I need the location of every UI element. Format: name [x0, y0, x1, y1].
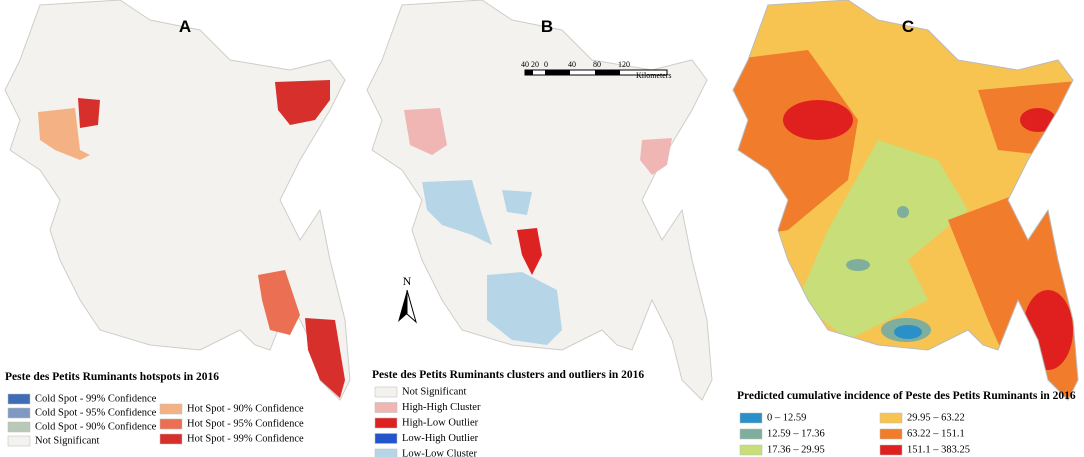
- legend-swatch: [879, 444, 903, 456]
- scale-tick: 40: [568, 60, 576, 69]
- hotspot-90: [38, 108, 90, 160]
- legend-item: High-Low Outlier: [402, 417, 479, 428]
- scale-tick: 80: [593, 60, 601, 69]
- high-high-cluster: [640, 138, 672, 175]
- legend-item: Not Significant: [35, 435, 100, 446]
- legend-item: Cold Spot - 95% Confidence: [35, 407, 157, 418]
- high-low-outlier: [517, 228, 542, 275]
- scale-bar: [524, 69, 668, 76]
- map-c: [732, 0, 1079, 401]
- legend-swatch: [739, 428, 763, 440]
- scale-tick: 20: [531, 60, 539, 69]
- legend-swatch: [739, 412, 763, 424]
- legend-item: Low-High Outlier: [402, 433, 479, 444]
- panel-label: C: [902, 17, 914, 36]
- legend-item: 63.22 – 151.1: [907, 428, 965, 439]
- legend-title: Peste des Petits Ruminants clusters and …: [372, 369, 644, 381]
- legend-swatch: [374, 448, 398, 457]
- legend-item: 17.36 – 29.95: [767, 444, 825, 455]
- panel-label: B: [541, 17, 553, 36]
- legend-swatch: [159, 433, 183, 445]
- legend-item: 151.1 – 383.25: [907, 444, 970, 455]
- hotspot-95: [258, 270, 300, 335]
- legend-item: Hot Spot - 95% Confidence: [187, 418, 304, 429]
- low-low-cluster: [422, 180, 492, 245]
- legend-swatch: [879, 428, 903, 440]
- north-label: N: [403, 274, 412, 288]
- legend-swatch: [374, 433, 398, 444]
- panel-label: A: [179, 17, 191, 36]
- legend-swatch: [374, 386, 398, 398]
- scale-tick: 40: [521, 60, 529, 69]
- legend-item: High-High Cluster: [402, 402, 481, 413]
- legend-title: Peste des Petits Ruminants hotspots in 2…: [5, 371, 219, 383]
- hotspot-99: [275, 80, 330, 125]
- legend-title: Predicted cumulative incidence of Peste …: [737, 390, 1076, 402]
- labels: A Peste des Petits Ruminants hotspots in …: [5, 17, 1076, 457]
- legend-swatch: [739, 444, 763, 456]
- legend-swatch: [7, 421, 31, 433]
- legend-item: 29.95 – 63.22: [907, 412, 965, 423]
- legend-item: Cold Spot - 90% Confidence: [35, 421, 157, 432]
- legend-swatch: [7, 393, 31, 405]
- legend-item: Cold Spot - 99% Confidence: [35, 393, 157, 404]
- hotspot-99: [305, 318, 345, 398]
- legend-item: Low-Low Cluster: [402, 448, 477, 457]
- scale-tick: 120: [618, 60, 630, 69]
- legend-item: 12.59 – 17.36: [767, 428, 825, 439]
- scale-tick: 0: [544, 60, 548, 69]
- legend-swatch: [374, 417, 398, 429]
- scale-unit: Kilometers: [636, 71, 672, 80]
- legend-item: Hot Spot - 90% Confidence: [187, 403, 304, 414]
- legend-swatch: [7, 407, 31, 419]
- legend-swatch: [159, 418, 183, 430]
- country-outline: [4, 0, 351, 401]
- hotspot-99: [78, 98, 100, 128]
- high-high-cluster: [404, 108, 447, 155]
- legend-swatch: [159, 403, 183, 415]
- north-arrow: [398, 289, 417, 324]
- legend-swatch: [7, 435, 31, 447]
- legend-item: Hot Spot - 99% Confidence: [187, 433, 304, 444]
- low-low-cluster: [502, 190, 532, 215]
- legend-swatch: [374, 402, 398, 413]
- legend-item: 0 – 12.59: [767, 412, 806, 423]
- low-low-cluster: [487, 272, 562, 345]
- map-b: [366, 0, 713, 401]
- legend-swatch: [879, 412, 903, 424]
- map-a: [4, 0, 351, 401]
- legend-item: Not Significant: [402, 386, 467, 397]
